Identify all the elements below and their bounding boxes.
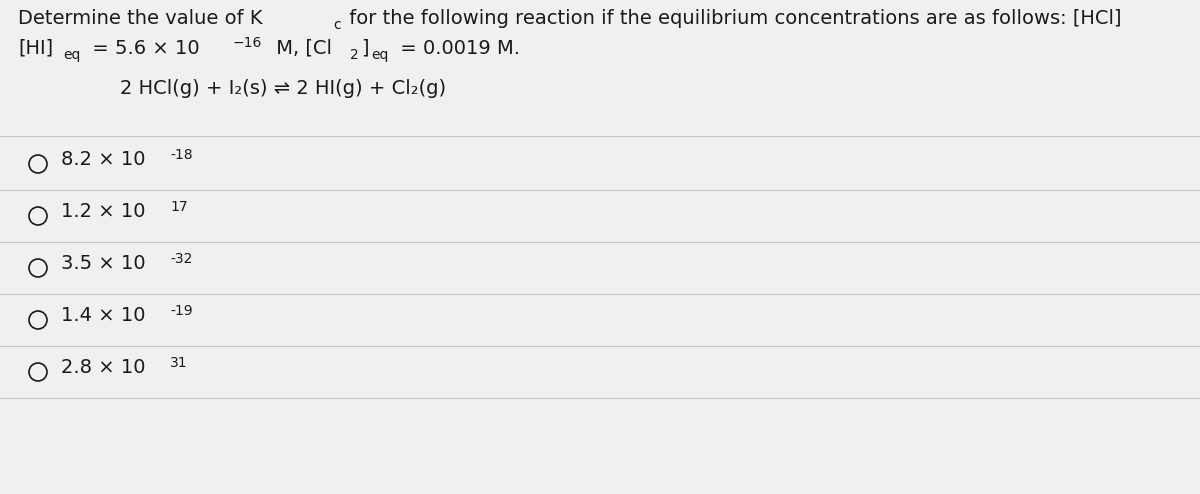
Text: = 0.0019 M.: = 0.0019 M. (394, 39, 520, 58)
Text: 3.5 × 10: 3.5 × 10 (61, 254, 145, 273)
Text: eq: eq (64, 48, 80, 63)
Text: −16: −16 (233, 36, 262, 50)
Text: = 5.6 × 10: = 5.6 × 10 (85, 39, 199, 58)
Text: 1.4 × 10: 1.4 × 10 (61, 306, 145, 325)
Text: M, [Cl: M, [Cl (270, 39, 332, 58)
Text: 2.8 × 10: 2.8 × 10 (61, 358, 145, 377)
Text: for the following reaction if the equilibrium concentrations are as follows: [HC: for the following reaction if the equili… (343, 9, 1122, 28)
Text: 17: 17 (170, 200, 187, 214)
Text: Determine the value of K: Determine the value of K (18, 9, 263, 28)
Text: -18: -18 (170, 148, 193, 162)
Text: -32: -32 (170, 252, 192, 266)
Text: [HI]: [HI] (18, 39, 53, 58)
Text: 31: 31 (170, 356, 187, 370)
Text: 1.2 × 10: 1.2 × 10 (61, 202, 145, 221)
Text: 2: 2 (350, 48, 359, 63)
Text: -19: -19 (170, 304, 193, 318)
Text: 8.2 × 10: 8.2 × 10 (61, 150, 145, 169)
Text: eq: eq (371, 48, 389, 63)
Text: ]: ] (361, 39, 370, 58)
Text: 2 HCl(g) + I₂(s) ⇌ 2 HI(g) + Cl₂(g): 2 HCl(g) + I₂(s) ⇌ 2 HI(g) + Cl₂(g) (120, 79, 446, 98)
Text: c: c (334, 18, 341, 33)
